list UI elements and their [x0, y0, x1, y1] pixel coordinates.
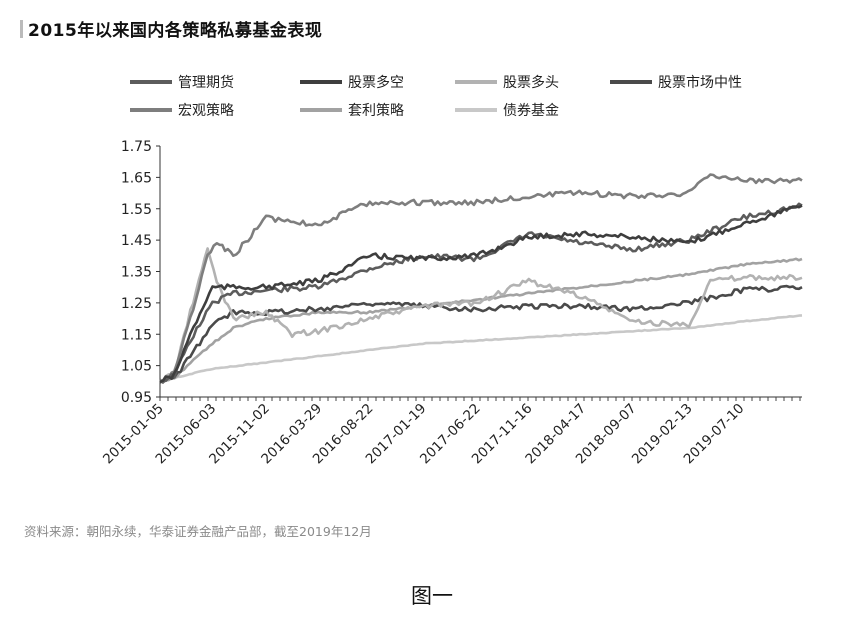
series-line	[159, 314, 803, 383]
y-tick-label: 1.65	[121, 170, 152, 186]
series-layer	[159, 173, 803, 384]
y-tick-label: 1.25	[121, 296, 152, 312]
legend-label: 套利策略	[348, 102, 404, 119]
y-tick-label: 1.45	[121, 233, 152, 249]
y-tick-label: 1.05	[121, 359, 152, 375]
y-tick-label: 1.75	[121, 139, 152, 155]
series-line	[159, 202, 803, 384]
series-line	[159, 247, 803, 383]
figure-caption: 图一	[411, 584, 453, 608]
source-note: 资料来源：朝阳永续，华泰证券金融产品部，截至2019年12月	[24, 524, 372, 539]
series-line	[159, 204, 803, 384]
title-accent-bar	[20, 20, 23, 38]
y-tick-label: 1.15	[121, 327, 152, 343]
legend-label: 股票多空	[348, 74, 404, 91]
legend-label: 债券基金	[503, 102, 559, 119]
legend-label: 股票多头	[503, 74, 559, 91]
y-tick-label: 1.55	[121, 202, 152, 218]
legend-label: 股票市场中性	[658, 74, 742, 91]
y-tick-label: 1.35	[121, 265, 152, 281]
series-line	[159, 257, 803, 383]
series-line	[159, 173, 803, 383]
legend-label: 宏观策略	[178, 102, 234, 119]
chart-title: 2015年以来国内各策略私募基金表现	[28, 21, 323, 41]
legend-label: 管理期货	[178, 74, 234, 91]
y-tick-label: 0.95	[121, 390, 152, 406]
